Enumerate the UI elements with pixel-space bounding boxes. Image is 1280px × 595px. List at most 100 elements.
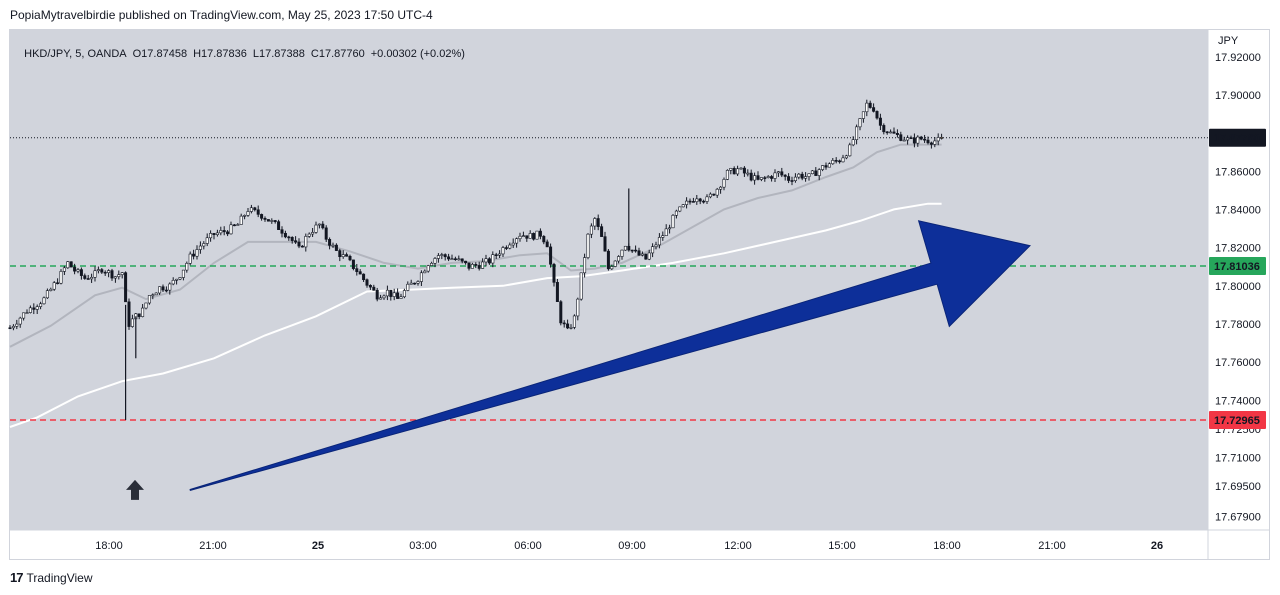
candle-body [341,254,345,258]
price-label-low-bg [1209,411,1266,429]
candle-body [593,218,597,227]
candle-body [926,139,930,144]
candle-body [338,250,342,258]
candle-body [583,257,587,274]
candle-body [45,290,49,299]
candle-body [515,238,519,244]
candle-body [535,230,539,240]
candle-body [841,157,845,163]
candle-body [559,301,563,324]
candle-body [620,249,624,257]
symbol-name[interactable]: HKD/JPY, 5, OANDA [24,48,127,60]
symbol-legend: HKD/JPY, 5, OANDA O17.87458 H17.87836 L17.8… [18,36,471,60]
candle-body [178,277,182,280]
candle-body [164,289,168,292]
candle-body [895,132,899,135]
candle-body [321,223,325,229]
candle-body [175,278,179,281]
candle-body [49,288,53,291]
candle-body [90,277,94,280]
candle-body [443,254,447,258]
candle-body [205,237,209,244]
candle-body [831,160,835,165]
ma-slow-line [9,202,942,428]
candle-body [787,176,791,181]
candle-body [56,282,60,285]
candle-body [311,232,315,235]
candle-body [260,214,264,219]
candle-body [855,126,859,140]
candle-body [753,175,757,181]
candle-body [351,259,355,269]
candle-body [538,230,542,237]
candle-body [198,245,202,250]
candle-body [440,254,444,256]
candle-body [331,244,335,247]
candle-body [654,244,658,247]
up-arrow-icon[interactable] [126,479,144,500]
candle-body [181,269,185,278]
y-tick-label: 17.86000 [1215,166,1261,178]
candle-body [314,224,318,233]
candle-body [555,282,559,302]
x-tick-label: 26 [1151,540,1163,552]
candle-body [219,230,223,234]
price-label-last: 17.87760 [1214,133,1260,145]
candle-body [814,170,818,176]
candle-body [610,266,614,270]
candle-body [389,289,393,297]
candle-body [246,211,250,216]
candle-body [382,295,386,299]
candle-body [137,313,141,317]
candle-body [22,312,26,319]
x-tick-label: 09:00 [618,540,646,552]
candle-body [457,258,461,261]
candle-body [936,137,940,142]
plot-area[interactable] [10,30,1208,530]
candle-body [120,272,124,275]
trend-arrow-annotation[interactable] [189,220,1031,492]
candle-body [742,167,746,174]
y-tick-label: 17.82000 [1215,243,1261,255]
tradingview-footer[interactable]: 17 TradingView [10,570,93,585]
candle-body [572,315,576,328]
candle-body [790,180,794,182]
candle-body [487,258,491,264]
chart-frame [9,29,1270,560]
candle-body [117,274,121,277]
candle-body [827,163,831,168]
candle-body [413,282,417,285]
candle-body [851,139,855,146]
candle-body [817,169,821,176]
candle-body [861,111,865,119]
y-tick-label: 17.92000 [1215,52,1261,64]
candle-body [549,246,553,265]
candle-body [532,233,536,240]
candle-body [491,254,495,264]
candle-body [124,272,128,303]
candle-body [283,232,287,238]
candle-body [858,118,862,128]
candle-body [481,261,485,269]
candle-body [62,267,66,272]
candle-body [294,240,298,243]
price-label-support-bg [1209,257,1266,275]
candle-body [226,231,230,235]
y-tick-label: 17.90000 [1215,90,1261,102]
candle-body [865,102,869,113]
candle-body [878,117,882,126]
candle-body [93,270,97,278]
candle-body [280,229,284,234]
candle-body [834,160,838,162]
y-tick-label: 17.76000 [1215,357,1261,369]
candle-body [297,241,301,247]
tradingview-brand: TradingView [26,570,93,585]
candle-body [739,167,743,170]
candle-body [773,172,777,179]
y-tick-label: 17.74000 [1215,395,1261,407]
candle-body [426,265,430,272]
y-tick-label: 17.80000 [1215,281,1261,293]
y-tick-label: 17.69500 [1215,481,1261,493]
candle-body [436,255,440,259]
